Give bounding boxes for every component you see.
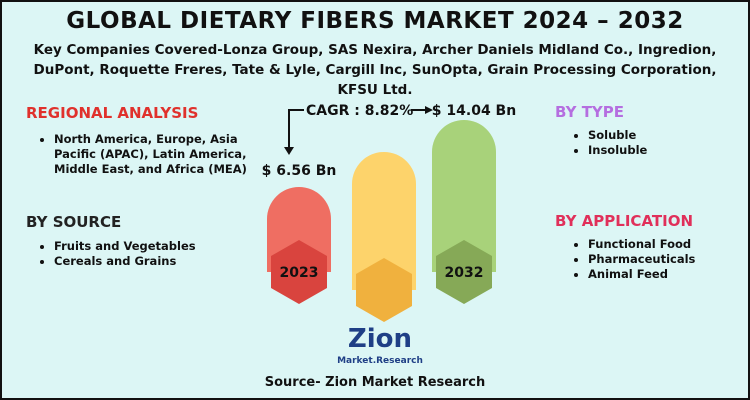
arrow-head — [425, 106, 433, 114]
section-heading: REGIONAL ANALYSIS — [26, 104, 199, 122]
year-label: 2032 — [445, 265, 484, 281]
list-item: Insoluble — [588, 143, 748, 158]
arrow-head — [284, 147, 294, 155]
list-item: Cereals and Grains — [54, 254, 264, 269]
logo-name: Zion — [348, 324, 412, 354]
logo-tagline: Market.Research — [337, 356, 423, 366]
list-item: Pharmaceuticals — [588, 252, 748, 267]
list-item: Soluble — [588, 128, 748, 143]
list-item: Functional Food — [588, 237, 748, 252]
source: Source- Zion Market Research — [264, 375, 486, 390]
hexagon — [271, 240, 327, 304]
year-label: 2023 — [280, 265, 319, 281]
pillar — [432, 120, 496, 272]
list: Fruits and Vegetables Cereals and Grains — [34, 239, 264, 269]
list-item: North America, Europe, Asia Pacific (APA… — [54, 132, 264, 177]
hexagon — [436, 240, 492, 304]
cagr-label: CAGR : 8.82% — [306, 103, 413, 119]
section-heading: BY APPLICATION — [555, 212, 694, 230]
list: North America, Europe, Asia Pacific (APA… — [34, 132, 264, 177]
value-label: $ 6.56 Bn — [262, 163, 337, 179]
pillar — [352, 152, 416, 290]
cagr-connector — [288, 109, 304, 148]
section-heading: BY SOURCE — [26, 213, 122, 231]
hexagon — [356, 258, 412, 322]
subtitle: Key Companies Covered-Lonza Group, SAS N… — [33, 42, 717, 98]
list-item: Fruits and Vegetables — [54, 239, 264, 254]
value-label: $ 14.04 Bn — [432, 103, 516, 119]
section-heading: BY TYPE — [555, 103, 625, 121]
list: Functional Food Pharmaceuticals Animal F… — [568, 237, 748, 282]
list: Soluble Insoluble — [568, 128, 748, 158]
title: GLOBAL DIETARY FIBERS MARKET 2024 – 2032 — [66, 8, 684, 34]
list-item: Animal Feed — [588, 267, 748, 282]
